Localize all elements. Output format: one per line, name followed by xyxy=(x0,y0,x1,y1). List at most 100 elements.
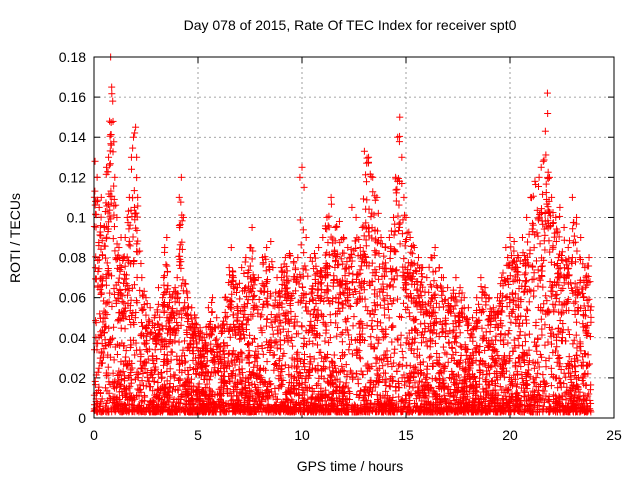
data-point xyxy=(107,336,115,344)
data-point xyxy=(140,359,148,367)
data-point xyxy=(101,384,109,392)
data-point xyxy=(307,290,315,298)
data-point xyxy=(245,340,253,348)
data-point xyxy=(541,321,549,329)
data-point xyxy=(301,379,309,387)
data-point xyxy=(494,351,502,359)
data-point xyxy=(562,256,570,264)
data-point xyxy=(399,299,407,307)
data-point xyxy=(390,231,398,239)
data-point xyxy=(476,349,484,357)
data-point xyxy=(95,364,103,372)
data-point xyxy=(393,266,401,274)
data-point xyxy=(139,306,147,314)
data-point xyxy=(574,374,582,382)
data-point xyxy=(560,380,568,388)
data-point xyxy=(179,276,187,284)
data-point xyxy=(504,339,512,347)
data-point xyxy=(103,259,111,267)
data-point xyxy=(263,315,271,323)
data-point xyxy=(541,246,549,254)
data-point xyxy=(140,301,148,309)
data-point xyxy=(567,284,575,292)
data-point xyxy=(178,238,186,246)
data-point xyxy=(400,255,408,263)
data-point xyxy=(283,332,291,340)
data-point xyxy=(475,300,483,308)
x-tick-labels: 0 5 10 15 20 25 xyxy=(90,427,622,443)
data-point xyxy=(273,326,281,334)
y-tick-label: 0.1 xyxy=(67,209,87,225)
data-point xyxy=(262,322,270,330)
data-point xyxy=(270,351,278,359)
data-point xyxy=(413,353,421,361)
data-point xyxy=(201,384,209,392)
data-point xyxy=(362,205,370,213)
data-point xyxy=(486,328,494,336)
data-point xyxy=(395,201,403,209)
y-tick-label: 0.06 xyxy=(59,290,86,306)
data-point xyxy=(345,331,353,339)
data-point xyxy=(183,310,191,318)
data-point xyxy=(402,395,410,403)
data-point xyxy=(288,333,296,341)
data-point xyxy=(367,322,375,330)
data-point xyxy=(275,322,283,330)
data-point xyxy=(110,223,118,231)
data-point xyxy=(339,392,347,400)
data-point xyxy=(317,279,325,287)
data-point xyxy=(106,132,114,140)
data-point xyxy=(540,380,548,388)
data-point xyxy=(140,382,148,390)
data-point xyxy=(243,292,251,300)
data-point xyxy=(144,377,152,385)
data-point xyxy=(512,383,520,391)
data-point xyxy=(182,357,190,365)
data-point xyxy=(337,330,345,338)
data-point xyxy=(262,267,270,275)
data-point xyxy=(136,286,144,294)
data-point xyxy=(356,355,364,363)
data-point xyxy=(362,236,370,244)
data-point xyxy=(419,283,427,291)
data-point xyxy=(136,357,144,365)
data-point xyxy=(306,353,314,361)
data-point xyxy=(141,397,149,405)
x-tick-label: 10 xyxy=(294,427,310,443)
data-point xyxy=(528,276,536,284)
y-tick-label: 0.18 xyxy=(59,49,86,65)
y-tick-label: 0.08 xyxy=(59,250,86,266)
data-point xyxy=(144,355,152,363)
data-point xyxy=(250,363,258,371)
data-point xyxy=(245,347,253,355)
data-point xyxy=(353,391,361,399)
data-point xyxy=(573,247,581,255)
data-point xyxy=(123,291,131,299)
data-point xyxy=(585,390,593,398)
y-tick-label: 0.14 xyxy=(59,129,86,145)
data-point xyxy=(177,282,185,290)
data-point xyxy=(105,324,113,332)
data-point xyxy=(538,331,546,339)
data-point xyxy=(211,364,219,372)
y-tick-labels: 00.020.040.060.080.10.120.140.160.18 xyxy=(59,49,86,426)
data-point xyxy=(325,339,333,347)
data-point xyxy=(546,248,554,256)
data-point xyxy=(368,317,376,325)
data-point xyxy=(145,317,153,325)
data-point xyxy=(374,339,382,347)
data-point xyxy=(173,355,181,363)
data-point xyxy=(398,230,406,238)
data-point xyxy=(344,326,352,334)
data-point xyxy=(526,246,534,254)
data-point xyxy=(364,360,372,368)
data-point xyxy=(131,351,139,359)
data-point xyxy=(514,354,522,362)
y-tick-label: 0.16 xyxy=(59,89,86,105)
data-point xyxy=(542,357,550,365)
data-point xyxy=(547,382,555,390)
data-point xyxy=(127,296,135,304)
data-point xyxy=(422,338,430,346)
data-point xyxy=(397,341,405,349)
data-point xyxy=(426,343,434,351)
